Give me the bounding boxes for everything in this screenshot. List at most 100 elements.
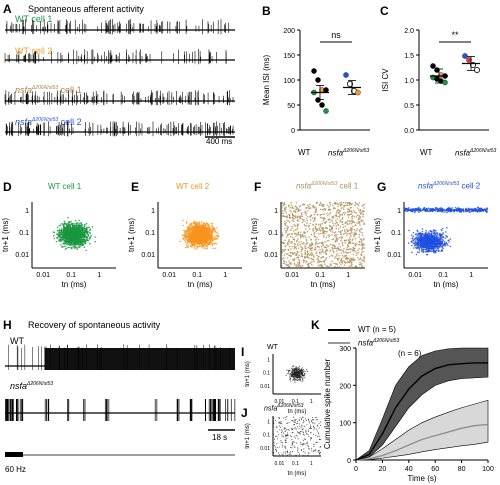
scatter-point xyxy=(302,259,305,262)
scatter-point xyxy=(70,240,72,243)
scatter-point xyxy=(190,246,193,248)
scatter-point xyxy=(301,255,303,257)
scatter-point xyxy=(412,239,414,241)
scatter-point xyxy=(303,235,306,237)
scatter-point xyxy=(291,225,293,228)
scatter-point xyxy=(284,245,286,248)
scatter-point xyxy=(293,262,296,265)
scatter-point xyxy=(363,247,365,249)
scatter-point xyxy=(64,245,67,247)
scatter-point xyxy=(355,216,358,218)
scatter-point xyxy=(190,228,193,231)
scatter-point xyxy=(362,215,364,218)
scatter-point xyxy=(206,247,208,250)
scatter-point xyxy=(336,262,338,265)
scatter-point xyxy=(284,227,286,230)
scatter-point xyxy=(363,255,365,258)
scatter-point xyxy=(190,241,192,244)
scatter-point xyxy=(348,266,351,269)
scatter-point xyxy=(209,234,212,237)
scatter-point xyxy=(354,250,356,253)
scatter-point xyxy=(337,259,339,261)
scatter-point xyxy=(337,209,340,211)
scatter-point xyxy=(349,257,352,260)
scatter-point xyxy=(203,242,206,244)
scatter-point xyxy=(84,236,86,238)
scatter-point xyxy=(343,261,346,264)
scatter-point xyxy=(300,212,303,214)
scatter-point xyxy=(68,240,70,242)
scatter-point xyxy=(308,265,311,268)
scatter-point xyxy=(325,244,328,246)
scatter-point xyxy=(311,249,313,252)
scatter-point xyxy=(80,221,83,224)
scatter-point xyxy=(302,266,304,269)
scatter-point xyxy=(357,207,359,209)
scatter-point xyxy=(310,254,313,257)
scatter-point xyxy=(334,247,337,250)
scatter-point xyxy=(60,239,63,242)
scatter-point xyxy=(356,214,359,217)
scatter-point xyxy=(347,248,350,251)
scatter-point xyxy=(334,214,336,217)
scatter-point xyxy=(337,212,340,214)
scatter-point xyxy=(356,222,358,224)
scatter-point xyxy=(333,247,336,250)
scatter-point xyxy=(347,251,350,254)
trace-label-mut2: nsfaΔ206N/st53 cell 2 xyxy=(15,117,82,127)
scatter-point xyxy=(301,233,304,236)
panel-label-g: G xyxy=(377,180,387,194)
scatter-point xyxy=(322,235,325,238)
scatter-point xyxy=(354,247,356,250)
scatter-point xyxy=(281,251,284,253)
scatter-point xyxy=(91,226,94,228)
scatter-point xyxy=(65,228,68,231)
scatter-d-title: WT cell 1 xyxy=(48,182,82,191)
scatter-point xyxy=(341,218,344,221)
y-tick-label: 0.01 xyxy=(141,252,155,259)
scatter-point xyxy=(82,240,84,242)
scatter-point xyxy=(344,202,347,204)
scatter-point xyxy=(350,204,352,206)
scatter-point xyxy=(203,222,206,225)
scatter-point xyxy=(325,236,328,239)
scatter-point xyxy=(311,246,313,249)
scatter-point xyxy=(82,229,84,232)
scatter-point xyxy=(322,219,324,222)
scatter-point xyxy=(322,228,325,230)
scatter-point xyxy=(338,266,341,268)
scatter-point xyxy=(60,228,63,230)
scatter-point xyxy=(182,224,184,227)
scatter-point xyxy=(304,249,306,252)
scatter-point xyxy=(331,246,333,249)
scatter-point xyxy=(291,251,293,254)
scatter-point xyxy=(56,226,59,229)
y-axis-label: tn+1 (ms) xyxy=(1,218,10,252)
scatter-point xyxy=(331,243,334,246)
scatter-point xyxy=(340,252,343,254)
scatter-point xyxy=(305,238,308,241)
scatter-point xyxy=(205,236,208,239)
scatter-point xyxy=(328,206,330,208)
scatter-point xyxy=(305,217,308,220)
scatter-point xyxy=(352,248,354,251)
scatter-point xyxy=(202,225,205,228)
x-tick-label: 0.01 xyxy=(36,272,50,279)
scatter-point xyxy=(205,240,207,243)
scatter-point xyxy=(304,210,306,213)
scatter-point xyxy=(363,210,365,213)
scatter-point xyxy=(287,240,290,242)
y-tick-label: 0.0 xyxy=(404,128,414,135)
scatter-point xyxy=(68,234,70,236)
scatter-point xyxy=(62,223,64,225)
scatter-point xyxy=(306,255,309,258)
scatter-point xyxy=(65,241,68,244)
y-tick-label: 1 xyxy=(25,208,29,215)
scatter-point xyxy=(198,245,201,247)
scatter-point xyxy=(290,248,292,250)
mean-isi-chart: 0 50 100 150 200 Mean ISI (ms) ns xyxy=(262,28,370,135)
scatter-point xyxy=(94,240,97,243)
scatter-point xyxy=(289,235,292,238)
scatter-point xyxy=(199,228,202,230)
scatter-point xyxy=(340,258,343,261)
